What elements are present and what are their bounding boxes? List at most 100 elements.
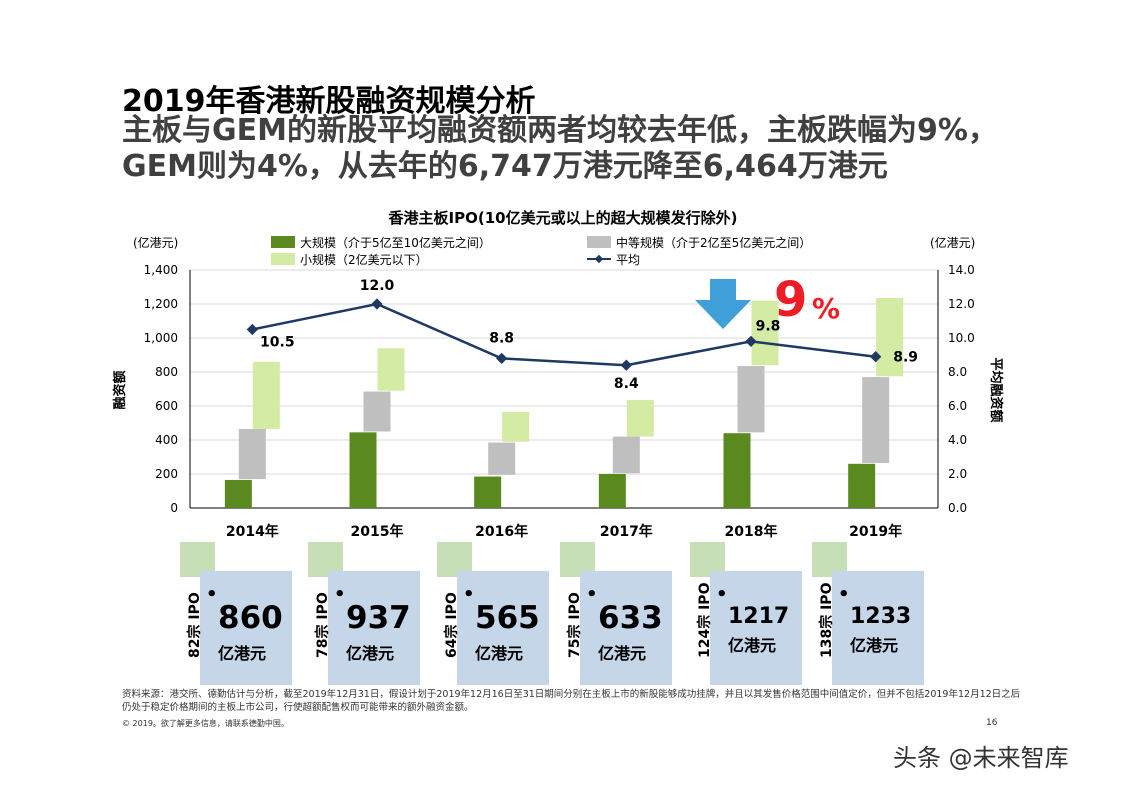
bar-small bbox=[502, 411, 530, 442]
bullet-dot: • bbox=[334, 584, 346, 605]
bar-large bbox=[224, 479, 252, 508]
x-tick-label: 2015年 bbox=[351, 523, 404, 540]
ipo-count: 124宗 IPO bbox=[697, 582, 713, 658]
y-left-title: 融资额 bbox=[112, 370, 128, 409]
summary-box: 78宗 IPO • 937 亿港元 bbox=[308, 540, 423, 685]
average-data-label: 9.8 bbox=[756, 318, 781, 334]
average-data-label: 8.9 bbox=[893, 350, 918, 366]
average-data-label: 10.5 bbox=[260, 335, 295, 351]
legend-label-small: 小规模（2亿美元以下） bbox=[300, 252, 428, 267]
bullet-dot: • bbox=[463, 584, 475, 605]
chart-title: 香港主板IPO(10亿美元或以上的超大规模发行除外) bbox=[389, 209, 738, 227]
summary-box-panel bbox=[457, 571, 549, 685]
legend-swatch-medium bbox=[587, 236, 611, 248]
total-raised-value: 937 bbox=[346, 600, 411, 636]
bar-large bbox=[474, 476, 502, 508]
drop-arrow bbox=[695, 279, 751, 329]
y-right-tick-label: 8.0 bbox=[948, 365, 967, 379]
y-left-tick-label: 1,200 bbox=[144, 297, 178, 311]
average-line bbox=[252, 302, 876, 367]
drop-percent: 9 bbox=[774, 272, 807, 328]
x-tick-label: 2017年 bbox=[600, 523, 653, 540]
copyright: © 2019。欲了解更多信息，请联系德勤中国。 bbox=[122, 719, 289, 728]
bar-large bbox=[349, 432, 377, 508]
y-right-tick-label: 6.0 bbox=[948, 399, 967, 413]
average-point bbox=[745, 335, 757, 348]
slide-title: 2019年香港新股融资规模分析 bbox=[122, 84, 536, 119]
bullet-dot: • bbox=[586, 584, 598, 605]
total-raised-value: 1217 bbox=[728, 604, 790, 629]
y-left-tick-label: 400 bbox=[155, 433, 178, 447]
summary-box: 138宗 IPO • 1233 亿港元 bbox=[812, 540, 927, 685]
y-right-tick-label: 0.0 bbox=[948, 501, 967, 515]
bar-medium bbox=[612, 436, 640, 474]
ipo-count: 82宗 IPO bbox=[187, 592, 203, 658]
total-raised-unit: 亿港元 bbox=[728, 636, 777, 655]
y-right-tick-label: 4.0 bbox=[948, 433, 967, 447]
bar-small bbox=[876, 298, 904, 377]
x-tick-label: 2019年 bbox=[849, 523, 902, 540]
source-note: 资料来源：港交所、德勤估计与分析，截至2019年12月31日，假设计划于2019… bbox=[122, 689, 1021, 713]
ipo-count: 75宗 IPO bbox=[567, 592, 583, 658]
page-number: 16 bbox=[986, 718, 998, 728]
summary-box: 124宗 IPO • 1217 亿港元 bbox=[690, 540, 805, 685]
y-left-tick-label: 200 bbox=[155, 467, 178, 481]
average-point bbox=[496, 352, 508, 365]
y-left-unit: (亿港元) bbox=[133, 235, 178, 250]
total-raised-value: 860 bbox=[218, 600, 283, 636]
x-tick-label: 2018年 bbox=[725, 523, 778, 540]
average-point bbox=[620, 359, 632, 371]
bar-medium bbox=[737, 366, 765, 433]
legend-marker-average bbox=[594, 254, 604, 264]
summary-box: 75宗 IPO • 633 亿港元 bbox=[560, 540, 675, 685]
watermark: 头条 @未来智库 bbox=[893, 744, 1069, 772]
bar-medium bbox=[862, 377, 890, 463]
average-data-label: 8.8 bbox=[489, 330, 514, 346]
legend-label-medium: 中等规模（介于2亿至5亿美元之间） bbox=[616, 235, 811, 250]
summary-box-panel bbox=[328, 571, 420, 685]
x-tick-label: 2016年 bbox=[475, 523, 528, 540]
bar-small bbox=[377, 348, 405, 391]
y-right-tick-label: 10.0 bbox=[948, 331, 975, 345]
total-raised-unit: 亿港元 bbox=[850, 636, 899, 655]
x-tick-label: 2014年 bbox=[226, 523, 279, 540]
ipo-count: 138宗 IPO bbox=[819, 582, 835, 658]
legend-label-large: 大规模（介于5亿至10亿美元之间） bbox=[300, 235, 491, 250]
bar-medium bbox=[363, 391, 391, 432]
bullet-dot: • bbox=[206, 584, 218, 605]
total-raised-value: 565 bbox=[475, 600, 540, 636]
average-point bbox=[870, 351, 882, 363]
total-raised-value: 1233 bbox=[850, 604, 912, 629]
total-raised-value: 633 bbox=[598, 600, 663, 636]
legend-swatch-small bbox=[271, 253, 295, 265]
average-data-label: 12.0 bbox=[360, 278, 395, 294]
ipo-count: 64宗 IPO bbox=[444, 592, 460, 658]
y-left-tick-label: 0 bbox=[170, 501, 178, 515]
summary-box: 64宗 IPO • 565 亿港元 bbox=[437, 540, 552, 685]
legend: 大规模（介于5亿至10亿美元之间） 中等规模（介于2亿至5亿美元之间） 小规模（… bbox=[271, 235, 811, 267]
y-right-tick-label: 2.0 bbox=[948, 467, 967, 481]
y-right-tick-label: 14.0 bbox=[948, 263, 975, 277]
bar-large bbox=[723, 433, 751, 508]
legend-swatch-large bbox=[271, 236, 295, 248]
summary-box-panel bbox=[200, 571, 292, 685]
summary-box-panel bbox=[832, 571, 924, 685]
y-left-tick-label: 1,400 bbox=[144, 263, 178, 277]
bar-medium bbox=[238, 428, 266, 480]
y-left-tick-label: 600 bbox=[155, 399, 178, 413]
bar-large bbox=[848, 463, 876, 508]
bar-small bbox=[626, 400, 654, 437]
down-arrow-icon bbox=[695, 279, 751, 329]
bar-large bbox=[598, 474, 626, 508]
y-left-tick-label: 1,000 bbox=[144, 331, 178, 345]
ipo-chart: 香港主板IPO(10亿美元或以上的超大规模发行除外) (亿港元) (亿港元) 融… bbox=[112, 209, 1004, 540]
bullet-dot: • bbox=[838, 584, 850, 605]
total-raised-unit: 亿港元 bbox=[598, 644, 647, 663]
y-right-tick-label: 12.0 bbox=[948, 297, 975, 311]
total-raised-unit: 亿港元 bbox=[346, 644, 395, 663]
summary-box: 82宗 IPO • 860 亿港元 bbox=[180, 540, 295, 685]
y-left-tick-label: 800 bbox=[155, 365, 178, 379]
total-raised-unit: 亿港元 bbox=[218, 644, 267, 663]
drop-percent-sign: % bbox=[812, 292, 840, 325]
bullet-dot: • bbox=[716, 584, 728, 605]
